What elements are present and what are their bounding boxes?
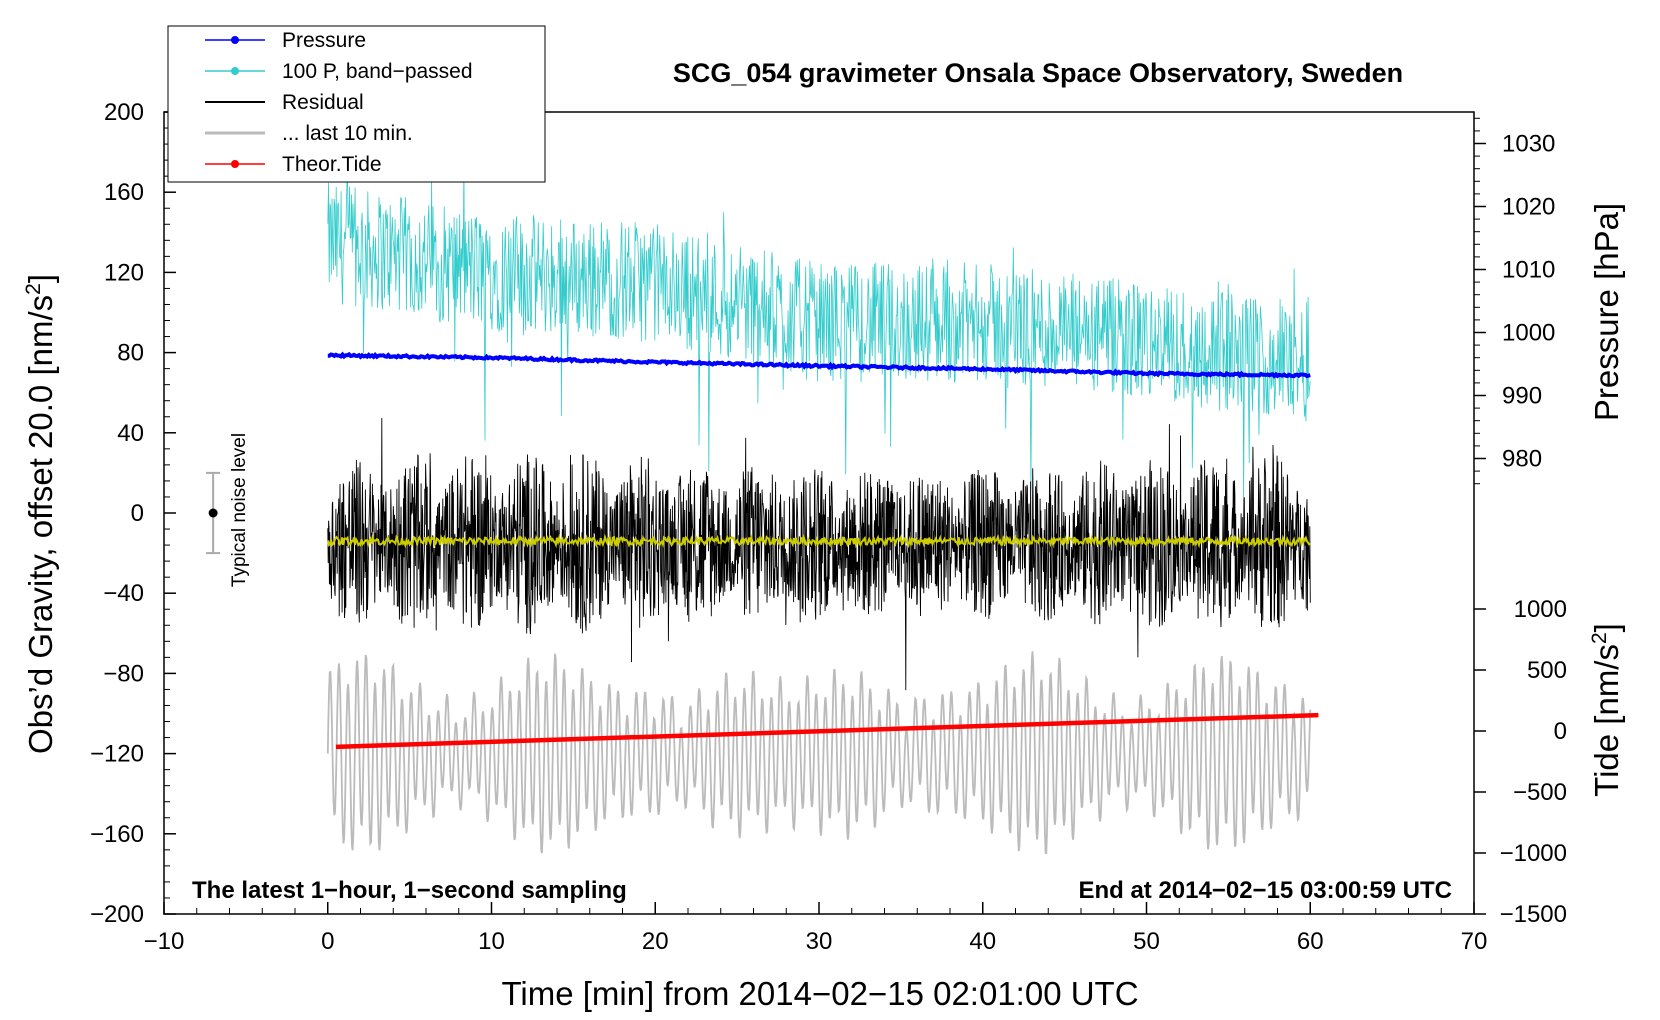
gravity-tick-label-9: −160 [90, 821, 144, 848]
tide-tick-label-2: 0 [1554, 718, 1567, 745]
series-layer [326, 153, 1319, 855]
gravity-tick-label-7: −80 [103, 660, 144, 687]
note-left: The latest 1−hour, 1−second sampling [192, 877, 627, 904]
series-residual [327, 418, 1311, 691]
x-tick-label-0: −10 [144, 928, 185, 955]
gravity-axis-label-main: Obs’d Gravity, offset 20.0 [nm/s [22, 295, 59, 754]
pressure-tick-label-1: 1020 [1502, 194, 1555, 221]
legend-marker-4 [231, 160, 239, 168]
x-tick-label-7: 60 [1297, 928, 1324, 955]
tide-axis: 1000 500 0 −500 −1000 −1500 [1474, 596, 1567, 928]
x-axis-label: Time [min] from 2014−02−15 02:01:00 UTC [501, 975, 1138, 1012]
gravity-axis-label-sup: 2 [22, 283, 45, 295]
legend-box [167, 25, 546, 183]
pressure-tick-label-4: 990 [1502, 383, 1542, 410]
note-right: End at 2014−02−15 03:00:59 UTC [1078, 877, 1452, 904]
legend-label-2: Residual [282, 91, 364, 114]
gravity-axis-label: Obs’d Gravity, offset 20.0 [nm/s2] [22, 274, 59, 754]
gravity-tick-label-3: 80 [117, 340, 144, 367]
pressure-axis-label: Pressure [hPa] [1588, 203, 1625, 421]
series-last-10-min [326, 651, 1312, 855]
pressure-tick-label-0: 1030 [1502, 131, 1555, 158]
x-tick-label-4: 30 [806, 928, 833, 955]
tide-tick-label-0: 1000 [1514, 596, 1567, 623]
gravity-axis: 200 160 120 80 40 0 −40 −80 −120 −160 −200 [90, 99, 176, 928]
chart-title: SCG_054 gravimeter Onsala Space Observat… [673, 58, 1403, 88]
gravity-tick-label-8: −120 [90, 741, 144, 768]
x-tick-label-5: 40 [969, 928, 996, 955]
legend-marker-1 [231, 67, 239, 75]
x-tick-label-2: 10 [478, 928, 505, 955]
x-tick-label-3: 20 [642, 928, 669, 955]
noise-label: Typical noise level [229, 433, 250, 587]
x-tick-label-1: 0 [321, 928, 334, 955]
pressure-tick-label-5: 980 [1502, 446, 1542, 473]
gravity-tick-label-0: 200 [104, 99, 144, 126]
x-tick-label-6: 50 [1133, 928, 1160, 955]
gravity-tick-label-1: 160 [104, 179, 144, 206]
legend: Pressure 100 P, band−passed Residual ... la… [167, 25, 546, 183]
gravity-tick-label-4: 40 [117, 420, 144, 447]
legend-label-1: 100 P, band−passed [282, 60, 473, 83]
tide-tick-label-3: −500 [1513, 779, 1567, 806]
gravity-tick-label-5: 0 [131, 500, 144, 527]
legend-marker-0 [231, 36, 239, 44]
series-bandpassed-pressure [327, 153, 1311, 499]
legend-label-0: Pressure [282, 29, 366, 52]
noise-indicator: Typical noise level [206, 433, 250, 587]
x-axis: −10 0 10 20 30 40 50 60 70 [144, 902, 1488, 955]
tide-axis-label-sup: 2 [1588, 632, 1611, 644]
tide-axis-label-close: ] [1588, 623, 1625, 632]
pressure-tick-label-2: 1010 [1502, 257, 1555, 284]
tide-tick-label-1: 500 [1527, 657, 1567, 684]
legend-items: Pressure 100 P, band−passed Residual ... la… [205, 29, 473, 176]
series-pressure [327, 351, 1311, 379]
pressure-axis: 1030 1020 1010 1000 990 980 [1474, 117, 1555, 485]
gravity-tick-label-10: −200 [90, 901, 144, 928]
tide-tick-label-4: −1000 [1500, 840, 1567, 867]
tide-axis-label-main: Tide [nm/s [1588, 644, 1625, 797]
gravity-tick-label-2: 120 [104, 259, 144, 286]
legend-label-4: Theor.Tide [282, 153, 382, 176]
gravity-tick-label-6: −40 [103, 580, 144, 607]
tide-tick-label-5: −1500 [1500, 901, 1567, 928]
gravity-axis-label-close: ] [22, 274, 59, 283]
pressure-tick-label-3: 1000 [1502, 320, 1555, 347]
x-tick-label-8: 70 [1461, 928, 1488, 955]
series-theoretical-tide [335, 712, 1319, 750]
noise-center-dot [208, 508, 218, 518]
series-residual-smoothed [326, 533, 1311, 549]
tide-axis-label: Tide [nm/s2] [1588, 623, 1625, 797]
legend-label-3: ... last 10 min. [282, 122, 413, 145]
